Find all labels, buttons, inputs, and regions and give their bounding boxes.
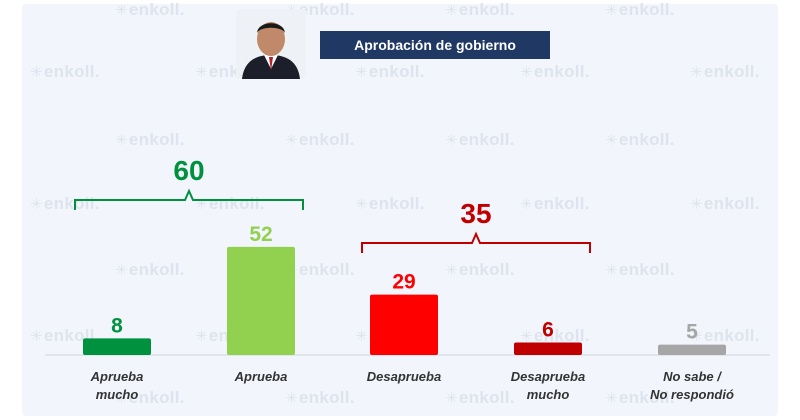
category-label: No sabe / No respondió	[650, 369, 734, 402]
group-brace	[74, 188, 304, 210]
category-label: Aprueba mucho	[90, 369, 144, 402]
category-label: Aprueba	[234, 369, 288, 384]
bar	[227, 246, 295, 355]
bar-value-label: 52	[249, 223, 272, 246]
bar-value-label: 5	[686, 321, 698, 344]
bar	[514, 342, 582, 355]
bar-value-label: 6	[542, 319, 554, 342]
category-label: Desaprueba mucho	[510, 369, 586, 402]
group-total-label: 60	[173, 155, 204, 186]
bar	[370, 294, 438, 355]
group-brace	[361, 231, 591, 253]
chart-title: Aprobación de gobierno	[320, 31, 550, 59]
category-label: Desaprueba	[366, 369, 442, 384]
bar-value-label: 8	[111, 314, 123, 337]
bar-value-label: 29	[392, 271, 415, 294]
bar	[83, 338, 151, 355]
bar	[658, 344, 726, 355]
portrait-photo	[236, 9, 306, 79]
group-total-label: 35	[460, 198, 491, 229]
